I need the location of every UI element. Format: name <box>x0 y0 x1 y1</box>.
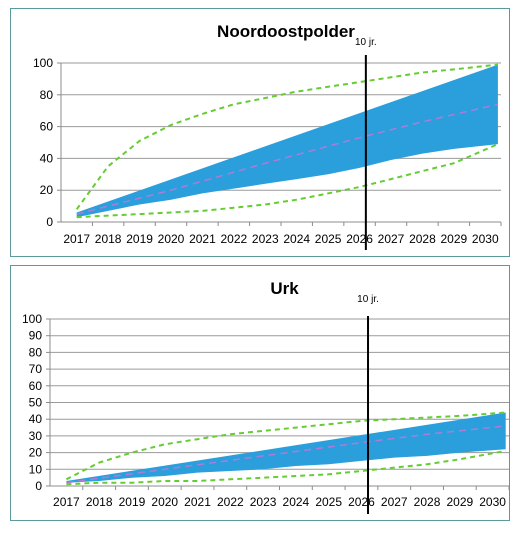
y-tick-label: 0 <box>46 215 53 229</box>
x-tick-label: 2021 <box>189 232 216 246</box>
y-tick-label: 70 <box>29 362 43 376</box>
x-tick-label: 2017 <box>53 495 80 509</box>
x-tick-label: 2019 <box>119 495 146 509</box>
ten-year-marker-label: 10 jr. <box>357 294 379 305</box>
y-tick-label: 30 <box>29 429 43 443</box>
x-tick-label: 2020 <box>151 495 178 509</box>
x-tick-label: 2018 <box>86 495 113 509</box>
y-tick-label: 40 <box>40 151 54 165</box>
envelope-upper-line <box>65 411 506 481</box>
x-tick-label: 2019 <box>126 232 153 246</box>
y-tick-label: 60 <box>29 379 43 393</box>
chart-panel-noordoostpolder: Noordoostpolder 0 20 40 60 80 100 2017 2018 2019 2… <box>10 8 510 257</box>
envelope-lower-line <box>66 449 506 486</box>
chart-title: Noordoostpolder <box>217 22 355 41</box>
envelope-lower-line <box>76 143 499 219</box>
y-tick-label: 60 <box>40 120 54 134</box>
uncertainty-band <box>76 64 498 218</box>
y-tick-label: 80 <box>40 88 54 102</box>
x-tick-label: 2024 <box>283 495 310 509</box>
x-tick-label: 2025 <box>315 232 342 246</box>
y-tick-label: 20 <box>40 183 54 197</box>
x-tick-label: 2017 <box>63 232 90 246</box>
y-tick-label: 90 <box>29 329 43 343</box>
x-tick-label: 2023 <box>252 232 279 246</box>
x-tick-label: 2024 <box>283 232 310 246</box>
uncertainty-band <box>66 412 506 483</box>
x-tick-label: 2029 <box>446 495 473 509</box>
chart-noordoostpolder: Noordoostpolder 0 20 40 60 80 100 2017 2018 2019 2… <box>33 22 502 250</box>
median-line <box>76 103 499 215</box>
y-tick-label: 100 <box>33 56 53 70</box>
y-tick-label: 10 <box>29 462 43 476</box>
y-tick-label: 20 <box>29 446 43 460</box>
x-tick-label: 2021 <box>184 495 211 509</box>
chart-panel-urk: Urk 0 10 20 30 40 50 60 70 80 90 100 2017 2018 2019 202… <box>10 265 510 521</box>
ten-year-marker-label: 10 jr. <box>355 37 377 48</box>
y-tick-label: 50 <box>29 396 43 410</box>
y-tick-label: 0 <box>35 479 42 493</box>
chart-title: Urk <box>270 279 299 298</box>
x-tick-label: 2023 <box>250 495 277 509</box>
x-tick-label: 2030 <box>479 495 506 509</box>
y-tick-label: 100 <box>22 312 42 326</box>
x-tick-label: 2029 <box>441 232 468 246</box>
x-tick-label: 2018 <box>95 232 122 246</box>
x-tick-label: 2027 <box>378 232 405 246</box>
x-tick-label: 2030 <box>472 232 499 246</box>
x-tick-label: 2022 <box>221 232 248 246</box>
x-tick-label: 2028 <box>414 495 441 509</box>
x-tick-label: 2025 <box>315 495 342 509</box>
y-tick-label: 80 <box>29 345 43 359</box>
y-tick-label: 40 <box>29 412 43 426</box>
median-line <box>66 425 506 484</box>
x-tick-label: 2027 <box>381 495 408 509</box>
x-tick-label: 2022 <box>217 495 244 509</box>
x-tick-label: 2028 <box>409 232 436 246</box>
x-tick-label: 2020 <box>158 232 185 246</box>
x-tick-label: 2026 <box>348 495 375 509</box>
x-tick-label: 2026 <box>346 232 373 246</box>
envelope-upper-line <box>75 63 499 210</box>
